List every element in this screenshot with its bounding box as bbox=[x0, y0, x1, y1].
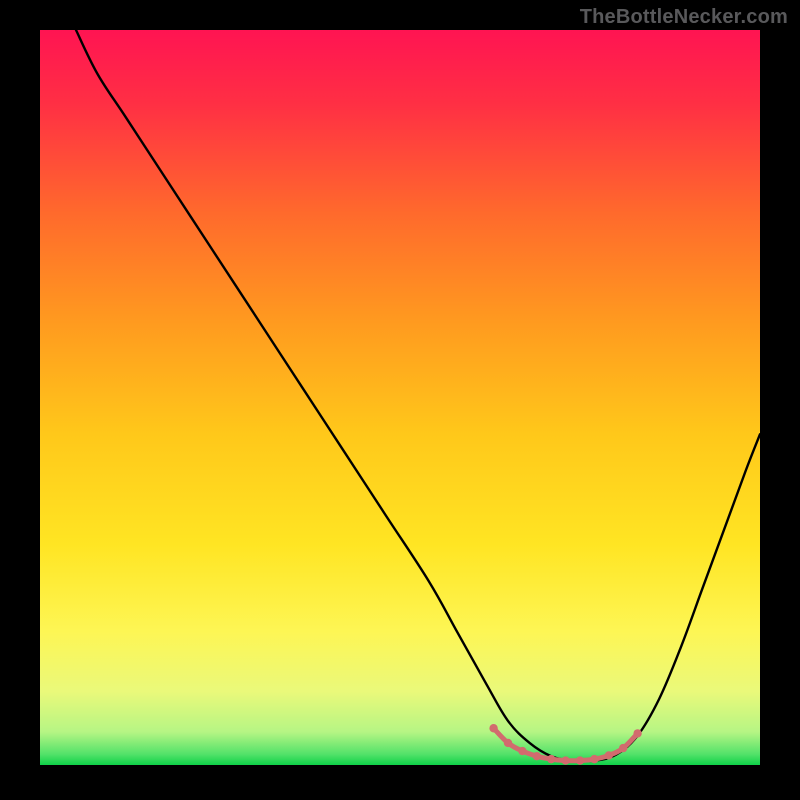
plot-area bbox=[40, 30, 760, 765]
chart-curves bbox=[40, 30, 760, 765]
optimal-marker bbox=[605, 751, 613, 759]
optimal-marker bbox=[504, 739, 512, 747]
bottleneck-curve bbox=[76, 30, 760, 761]
watermark-text: TheBottleNecker.com bbox=[580, 6, 788, 29]
optimal-marker bbox=[547, 755, 555, 763]
chart-container: TheBottleNecker.com bbox=[0, 0, 800, 800]
optimal-marker bbox=[518, 747, 526, 755]
optimal-marker bbox=[619, 744, 627, 752]
optimal-marker bbox=[533, 752, 541, 760]
optimal-marker bbox=[561, 756, 569, 764]
optimal-marker bbox=[489, 724, 497, 732]
optimal-marker bbox=[576, 756, 584, 764]
optimal-marker bbox=[633, 729, 641, 737]
optimal-marker bbox=[590, 755, 598, 763]
